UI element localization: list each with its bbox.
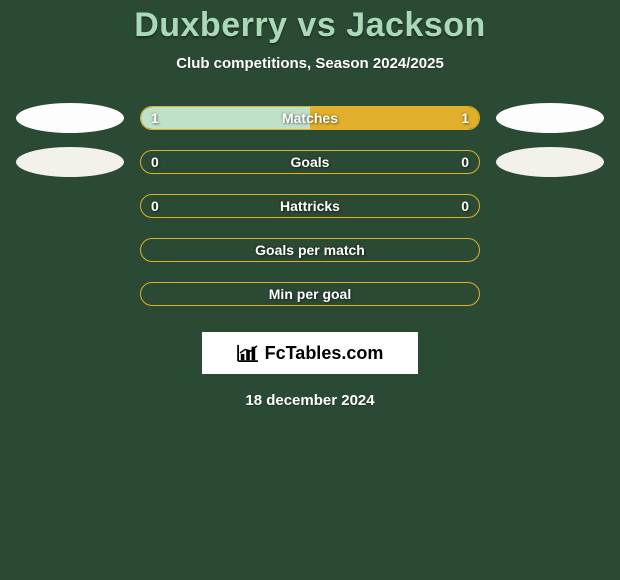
stat-label: Goals per match — [255, 242, 365, 258]
grid-left-cell — [10, 97, 130, 139]
grid-right-cell — [490, 141, 610, 183]
stat-label: Min per goal — [269, 286, 351, 302]
stat-bar: Goals per match — [140, 238, 480, 262]
stat-value-right: 0 — [461, 154, 469, 170]
player-left-logo — [16, 103, 124, 133]
bar-chart-icon — [237, 344, 259, 362]
stat-value-right: 1 — [461, 110, 469, 126]
stat-value-left: 1 — [151, 110, 159, 126]
logo-text: FcTables.com — [265, 343, 384, 364]
title-vs: vs — [297, 6, 336, 44]
stat-bar: 0 0 Goals — [140, 150, 480, 174]
stat-value-right: 0 — [461, 198, 469, 214]
stat-bar: 0 0 Hattricks — [140, 194, 480, 218]
page-title: Duxberry vs Jackson — [134, 6, 486, 45]
subtitle: Club competitions, Season 2024/2025 — [176, 55, 444, 72]
player-right-logo — [496, 147, 604, 177]
player-right-logo — [496, 103, 604, 133]
stat-bar: Min per goal — [140, 282, 480, 306]
grid-left-cell — [10, 141, 130, 183]
logo-box: FcTables.com — [202, 332, 418, 374]
grid-right-cell — [490, 97, 610, 139]
fctables-logo: FcTables.com — [237, 343, 384, 364]
comparison-grid: 1 1 Matches 0 0 Goals 0 0 Hattricks Goals per mat… — [10, 96, 610, 316]
stat-bar: 1 1 Matches — [140, 106, 480, 130]
stat-label: Matches — [282, 110, 338, 126]
stat-value-left: 0 — [151, 154, 159, 170]
player-left-logo — [16, 147, 124, 177]
date-text: 18 december 2024 — [245, 392, 374, 409]
title-player-right: Jackson — [346, 6, 486, 44]
stat-value-left: 0 — [151, 198, 159, 214]
title-player-left: Duxberry — [134, 6, 287, 44]
stat-label: Goals — [291, 154, 330, 170]
stat-label: Hattricks — [280, 198, 340, 214]
